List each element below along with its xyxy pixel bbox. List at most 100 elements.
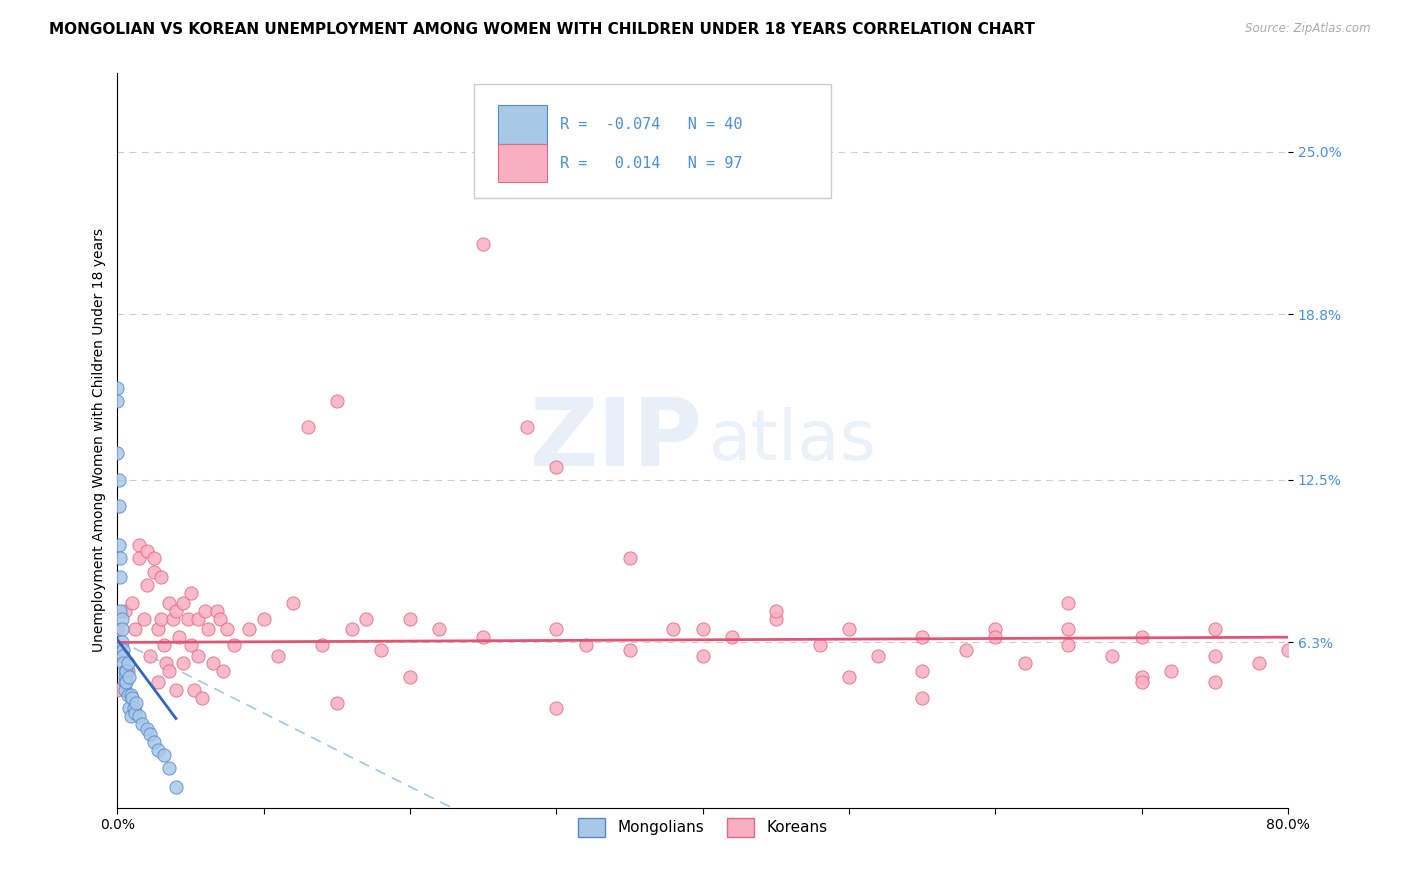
Point — [172, 596, 194, 610]
Point — [1130, 630, 1153, 644]
Point — [153, 748, 176, 763]
Point — [157, 596, 180, 610]
Point — [148, 743, 170, 757]
Point — [399, 669, 422, 683]
Point — [692, 648, 714, 663]
Point — [111, 635, 134, 649]
Point — [131, 716, 153, 731]
Point — [238, 622, 260, 636]
Point — [121, 596, 143, 610]
Point — [150, 612, 173, 626]
Point — [114, 604, 136, 618]
Point — [120, 709, 142, 723]
FancyBboxPatch shape — [498, 105, 547, 144]
Point — [150, 570, 173, 584]
Point — [427, 622, 450, 636]
Point — [472, 630, 495, 644]
Point — [162, 612, 184, 626]
Point — [143, 551, 166, 566]
Point — [107, 622, 129, 636]
Point — [326, 394, 349, 409]
Point — [194, 604, 217, 618]
Point — [112, 648, 135, 663]
Point — [107, 381, 129, 395]
Point — [167, 630, 190, 644]
Point — [135, 722, 157, 736]
Point — [619, 551, 641, 566]
Point — [117, 665, 139, 679]
Point — [157, 761, 180, 775]
Point — [765, 612, 787, 626]
Point — [1057, 638, 1080, 652]
Point — [125, 696, 148, 710]
Point — [546, 622, 568, 636]
Point — [197, 622, 219, 636]
Point — [191, 690, 214, 705]
Point — [187, 648, 209, 663]
Text: Source: ZipAtlas.com: Source: ZipAtlas.com — [1246, 22, 1371, 36]
Point — [117, 657, 139, 671]
Point — [138, 648, 160, 663]
Point — [115, 674, 138, 689]
Point — [143, 565, 166, 579]
Point — [112, 657, 135, 671]
Point — [157, 665, 180, 679]
Point — [911, 630, 934, 644]
Y-axis label: Unemployment Among Women with Children Under 18 years: Unemployment Among Women with Children U… — [93, 228, 107, 652]
Point — [108, 499, 131, 513]
Point — [110, 551, 132, 566]
Point — [472, 236, 495, 251]
Point — [143, 735, 166, 749]
Point — [721, 630, 744, 644]
Point — [153, 638, 176, 652]
Point — [765, 604, 787, 618]
Point — [114, 682, 136, 697]
Point — [107, 394, 129, 409]
Point — [111, 612, 134, 626]
Point — [107, 682, 129, 697]
Point — [955, 643, 977, 657]
Point — [326, 696, 349, 710]
Point — [135, 543, 157, 558]
Point — [118, 669, 141, 683]
Point — [516, 420, 538, 434]
Point — [1014, 657, 1036, 671]
Point — [114, 665, 136, 679]
Point — [984, 622, 1007, 636]
Point — [121, 690, 143, 705]
Point — [201, 657, 224, 671]
Point — [128, 551, 150, 566]
Point — [128, 709, 150, 723]
Point — [132, 612, 155, 626]
Point — [808, 638, 831, 652]
Point — [1277, 643, 1299, 657]
Point — [224, 638, 246, 652]
Point — [122, 701, 145, 715]
FancyBboxPatch shape — [498, 145, 547, 183]
Point — [183, 682, 205, 697]
Text: R =  -0.074   N = 40: R = -0.074 N = 40 — [560, 117, 742, 132]
Point — [111, 622, 134, 636]
Point — [155, 657, 177, 671]
Point — [340, 622, 363, 636]
Point — [354, 612, 377, 626]
Point — [180, 585, 202, 599]
Point — [148, 622, 170, 636]
Point — [1130, 674, 1153, 689]
Point — [253, 612, 276, 626]
Point — [619, 643, 641, 657]
Point — [211, 665, 233, 679]
Point — [107, 446, 129, 460]
Point — [911, 665, 934, 679]
Point — [205, 604, 228, 618]
Point — [1057, 596, 1080, 610]
Point — [165, 682, 187, 697]
Point — [120, 688, 142, 702]
Point — [115, 665, 138, 679]
Point — [187, 612, 209, 626]
Point — [172, 657, 194, 671]
Point — [267, 648, 290, 663]
Text: atlas: atlas — [709, 407, 876, 474]
Point — [546, 459, 568, 474]
Point — [1130, 669, 1153, 683]
